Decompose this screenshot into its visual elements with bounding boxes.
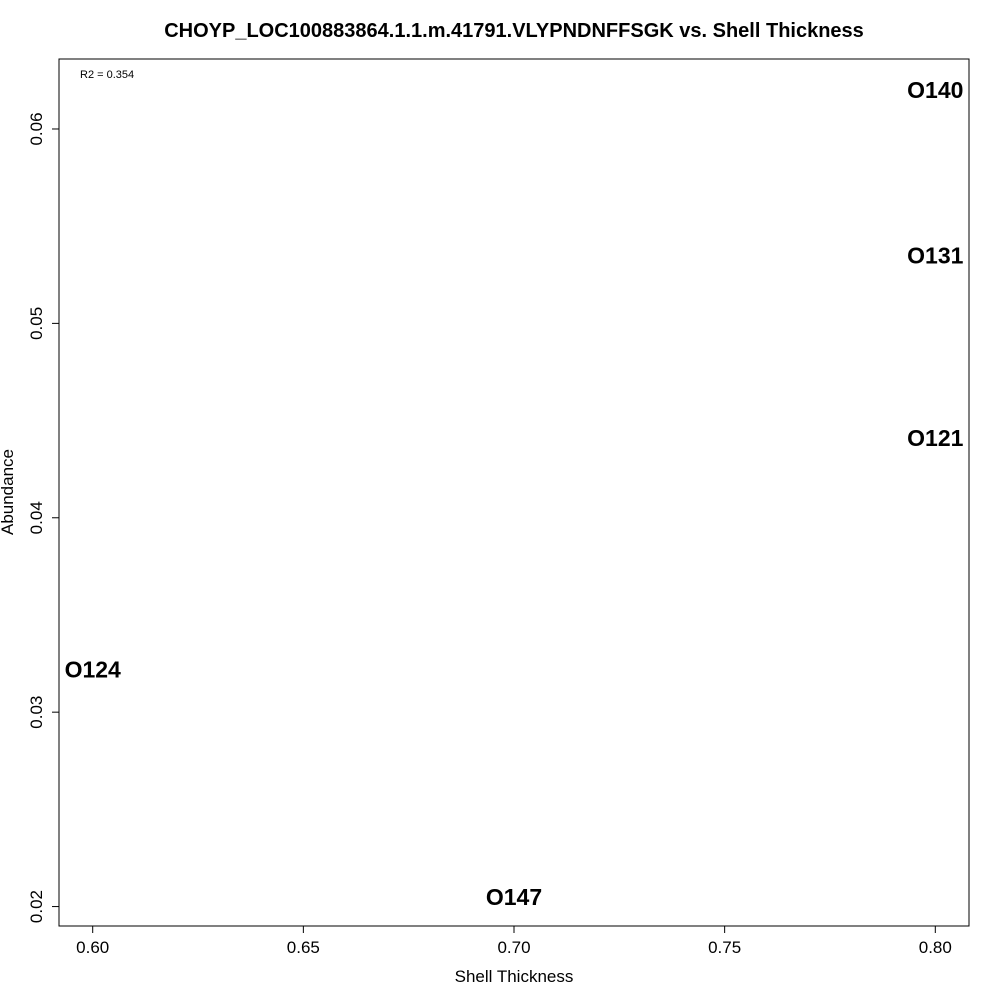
y-tick-label: 0.05 [27,307,46,340]
chart-title: CHOYP_LOC100883864.1.1.m.41791.VLYPNDNFF… [164,20,864,42]
point-label: O147 [486,884,542,910]
point-label: O131 [907,242,963,268]
plot-frame [58,58,970,927]
y-axis-label: Abundance [0,449,17,535]
x-tick-label: 0.80 [919,938,952,957]
x-tick-label: 0.60 [76,938,109,957]
point-label: O140 [907,77,963,103]
x-axis: 0.60 0.65 0.70 0.75 0.80 [76,925,952,957]
point-label: O121 [907,425,963,451]
y-tick-label: 0.03 [27,696,46,729]
x-tick-label: 0.65 [287,938,320,957]
x-tick-label: 0.70 [497,938,530,957]
point-label: O124 [65,656,121,682]
x-axis-label: Shell Thickness [455,967,574,986]
y-axis: 0.02 0.03 0.04 0.05 0.06 [27,112,60,923]
y-tick-label: 0.04 [27,501,46,534]
r2-annotation: R2 = 0.354 [80,69,134,81]
data-points: O140 O131 O121 O124 O147 [65,77,964,910]
y-tick-label: 0.02 [27,890,46,923]
y-tick-label: 0.06 [27,112,46,145]
x-tick-label: 0.75 [708,938,741,957]
